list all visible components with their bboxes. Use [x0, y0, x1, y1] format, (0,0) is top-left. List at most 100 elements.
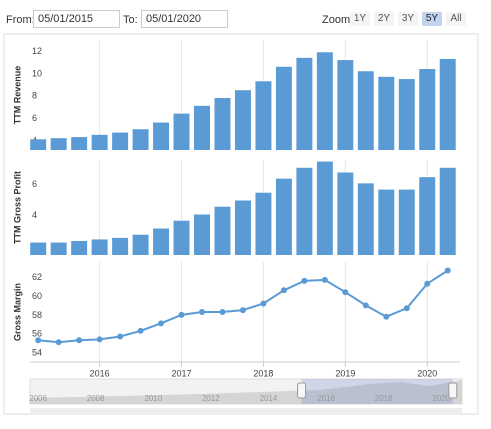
y-tick-label: 8: [32, 91, 37, 101]
y-tick-label: 4: [32, 210, 37, 220]
y-tick-label: 6: [32, 179, 37, 189]
from-label: From:: [6, 14, 35, 26]
bar: [30, 139, 47, 150]
x-tick-label: 2016: [90, 368, 110, 378]
navigator-series: [30, 380, 462, 404]
bar: [153, 228, 170, 255]
marker: [383, 313, 390, 320]
y-tick-label: 58: [32, 310, 42, 320]
zoom-button[interactable]: 2Y: [374, 12, 394, 26]
bar: [194, 214, 210, 255]
marker: [96, 336, 103, 343]
marker: [178, 311, 185, 318]
zoom-button[interactable]: 1Y: [350, 12, 370, 26]
marker: [199, 309, 205, 315]
marker: [117, 333, 124, 340]
bar: [234, 200, 251, 255]
marker: [403, 305, 410, 312]
zoom-button[interactable]: All: [446, 12, 466, 26]
bar: [214, 98, 231, 150]
bar: [419, 69, 436, 150]
x-tick-label: 2017: [172, 368, 192, 378]
navigator-tick-label: 2010: [144, 394, 162, 403]
navigator-tick-label: 2014: [260, 394, 278, 403]
from-input[interactable]: 05/01/2015: [33, 10, 120, 28]
bar: [234, 90, 251, 150]
marker: [137, 327, 144, 334]
bar: [398, 189, 415, 255]
bar: [50, 138, 67, 150]
marker: [321, 276, 328, 283]
navigator-tick-label: 2018: [375, 394, 393, 403]
navigator-tick-label: 2020: [432, 394, 450, 403]
bar: [296, 167, 313, 255]
x-tick-label: 2019: [335, 368, 355, 378]
bar: [194, 105, 210, 150]
zoom-button[interactable]: 3Y: [398, 12, 418, 26]
marker: [362, 302, 369, 309]
bar: [316, 52, 333, 150]
bar: [398, 79, 415, 150]
bar: [132, 129, 149, 150]
to-label: To:: [123, 14, 138, 26]
bar: [296, 57, 313, 150]
marker: [444, 267, 451, 274]
marker: [55, 339, 62, 346]
bar: [357, 183, 374, 255]
marker: [260, 300, 267, 307]
bar: [173, 220, 190, 255]
marker: [76, 337, 83, 344]
x-tick-label: 2018: [253, 368, 273, 378]
zoom-label: Zoom:: [322, 14, 354, 26]
y-axis-label: TTM Revenue: [12, 66, 22, 125]
bar: [214, 206, 231, 255]
marker: [158, 320, 165, 327]
zoom-button[interactable]: 5Y: [422, 12, 442, 26]
y-tick-label: 10: [32, 68, 42, 78]
bar: [112, 132, 129, 150]
bar: [337, 60, 354, 151]
navigator-selection: [301, 379, 453, 404]
y-axis-label: Gross Margin: [12, 283, 22, 341]
bar: [419, 177, 436, 255]
navigator-tick-label: 2012: [202, 394, 220, 403]
bar: [439, 167, 456, 255]
bar: [30, 242, 47, 255]
marker: [35, 337, 42, 344]
y-tick-label: 6: [32, 113, 37, 123]
bar: [112, 237, 129, 255]
bar: [50, 242, 67, 255]
marker: [424, 280, 431, 287]
bar: [439, 58, 456, 151]
bar: [255, 192, 272, 255]
bar: [316, 161, 333, 255]
marker: [342, 289, 349, 296]
bar: [153, 122, 170, 150]
navigator-handle[interactable]: [448, 382, 458, 399]
bar: [71, 240, 88, 255]
navigator-tick-label: 2016: [317, 394, 335, 403]
bar: [378, 189, 395, 255]
y-tick-label: 62: [32, 272, 42, 282]
bar: [337, 172, 354, 255]
y-tick-label: 60: [32, 291, 42, 301]
bar: [132, 234, 149, 255]
y-tick-label: 56: [32, 329, 42, 339]
marker: [301, 277, 308, 284]
to-input[interactable]: 05/01/2020: [141, 10, 228, 28]
marker: [239, 307, 246, 314]
marker: [280, 287, 287, 294]
y-tick-label: 12: [32, 46, 42, 56]
bar: [91, 134, 108, 150]
navigator-tick-label: 2006: [29, 394, 47, 403]
bar: [255, 81, 272, 150]
y-axis-label: TTM Gross Profit: [12, 171, 22, 244]
bar: [91, 239, 108, 255]
bar: [275, 178, 292, 255]
navigator-handle[interactable]: [297, 382, 307, 399]
scrollbar: [30, 408, 462, 414]
navigator-tick-label: 2008: [87, 394, 105, 403]
bar: [275, 66, 292, 150]
bar: [173, 113, 190, 150]
